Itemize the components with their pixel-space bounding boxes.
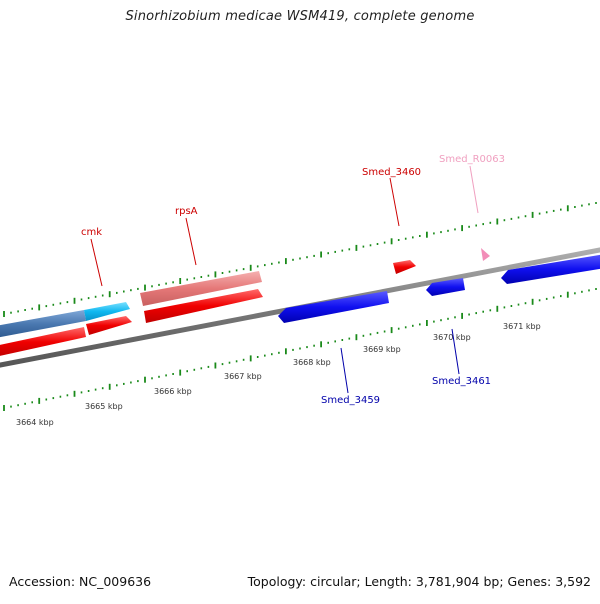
ruler-label: 3668 kbp [293, 358, 331, 367]
label-Smed-3459[interactable]: Smed_3459 [321, 395, 380, 406]
gene-reverse-right[interactable] [501, 254, 600, 284]
gene-Smed-3460[interactable] [393, 260, 416, 274]
leader-line-Smed-3461 [451, 328, 460, 375]
tick-track-lower [3, 288, 597, 411]
gene-Smed-R0063[interactable] [481, 248, 490, 261]
ruler-label: 3666 kbp [154, 387, 192, 396]
ruler-labels: 3664 kbp 3665 kbp 3666 kbp 3667 kbp 3668… [16, 322, 541, 427]
gene-rpsA-forward[interactable] [144, 289, 263, 323]
ruler-label: 3667 kbp [224, 372, 262, 381]
feature-labels: cmk rpsA Smed_3460 Smed_R0063 Smed_3459 … [81, 154, 505, 406]
leader-line-cmk [90, 238, 103, 287]
gene-rpsA-rna[interactable] [140, 271, 262, 306]
gene-cmk-forward[interactable] [0, 327, 86, 357]
tick-track-upper [3, 202, 597, 317]
ruler-label: 3664 kbp [16, 418, 54, 427]
label-Smed-R0063[interactable]: Smed_R0063 [439, 154, 505, 165]
accession-label: Accession: NC_009636 [9, 574, 152, 589]
ruler-label: 3670 kbp [433, 333, 471, 342]
leader-line-Smed-R0063 [469, 165, 479, 214]
label-Smed-3461[interactable]: Smed_3461 [432, 376, 491, 387]
label-rpsA[interactable]: rpsA [175, 206, 198, 217]
leader-line-Smed-3459 [340, 347, 349, 394]
forward-strand-genes [0, 248, 490, 357]
label-Smed-3460[interactable]: Smed_3460 [362, 167, 421, 178]
reverse-strand-genes [278, 254, 600, 323]
genome-summary: Topology: circular; Length: 3,781,904 bp… [247, 574, 591, 589]
gene-rpsA-forward-left[interactable] [86, 316, 132, 335]
gene-Smed-3461[interactable] [426, 278, 465, 296]
genome-title: Sinorhizobium medicae WSM419, complete g… [125, 9, 475, 24]
gene-cmk-cds[interactable] [0, 310, 86, 338]
leader-line-Smed-3460 [389, 177, 400, 227]
ruler-label: 3671 kbp [503, 322, 541, 331]
label-cmk[interactable]: cmk [81, 227, 102, 238]
ruler-label: 3665 kbp [85, 402, 123, 411]
gene-cmk-arrow[interactable] [84, 302, 130, 321]
gene-Smed-3459[interactable] [278, 291, 389, 323]
ruler-label: 3669 kbp [363, 345, 401, 354]
leader-line-rpsA [185, 217, 197, 266]
